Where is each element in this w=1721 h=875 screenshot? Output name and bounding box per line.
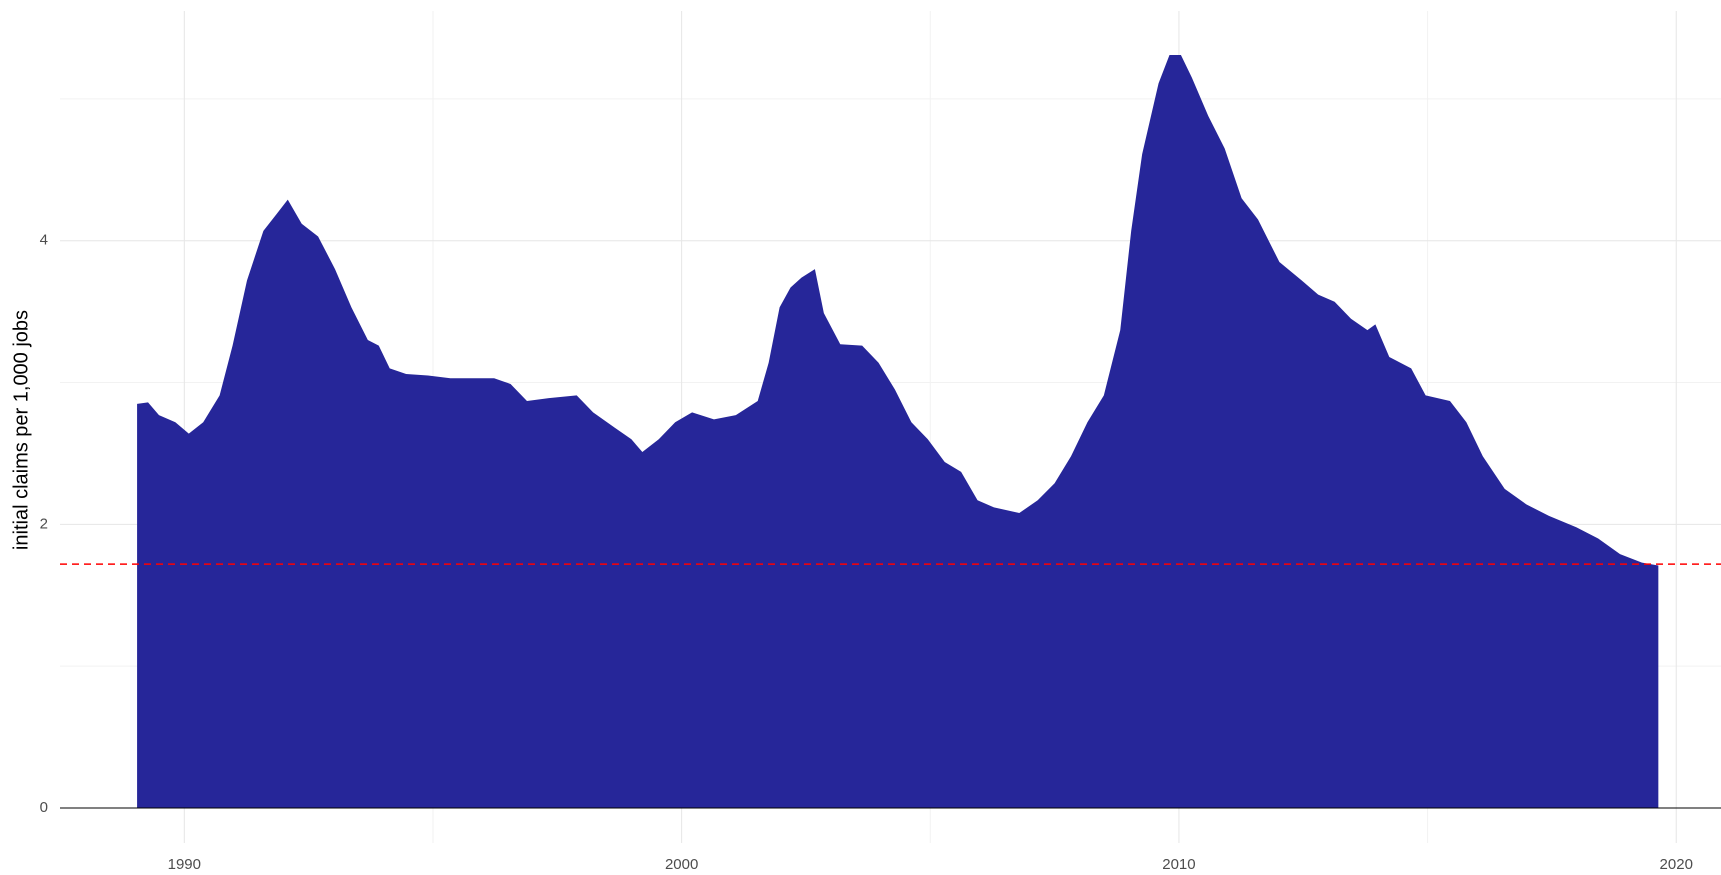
area — [137, 54, 1659, 808]
x-tick-label: 2010 — [1162, 856, 1195, 873]
y-axis-label: initial claims per 1,000 jobs — [10, 310, 32, 550]
y-tick-label: 2 — [40, 515, 48, 532]
y-tick-label: 0 — [40, 799, 48, 816]
x-tick-label: 2020 — [1660, 856, 1693, 873]
y-tick-label: 4 — [40, 232, 48, 249]
x-tick-label: 1990 — [168, 856, 201, 873]
x-tick-label: 2000 — [665, 856, 698, 873]
